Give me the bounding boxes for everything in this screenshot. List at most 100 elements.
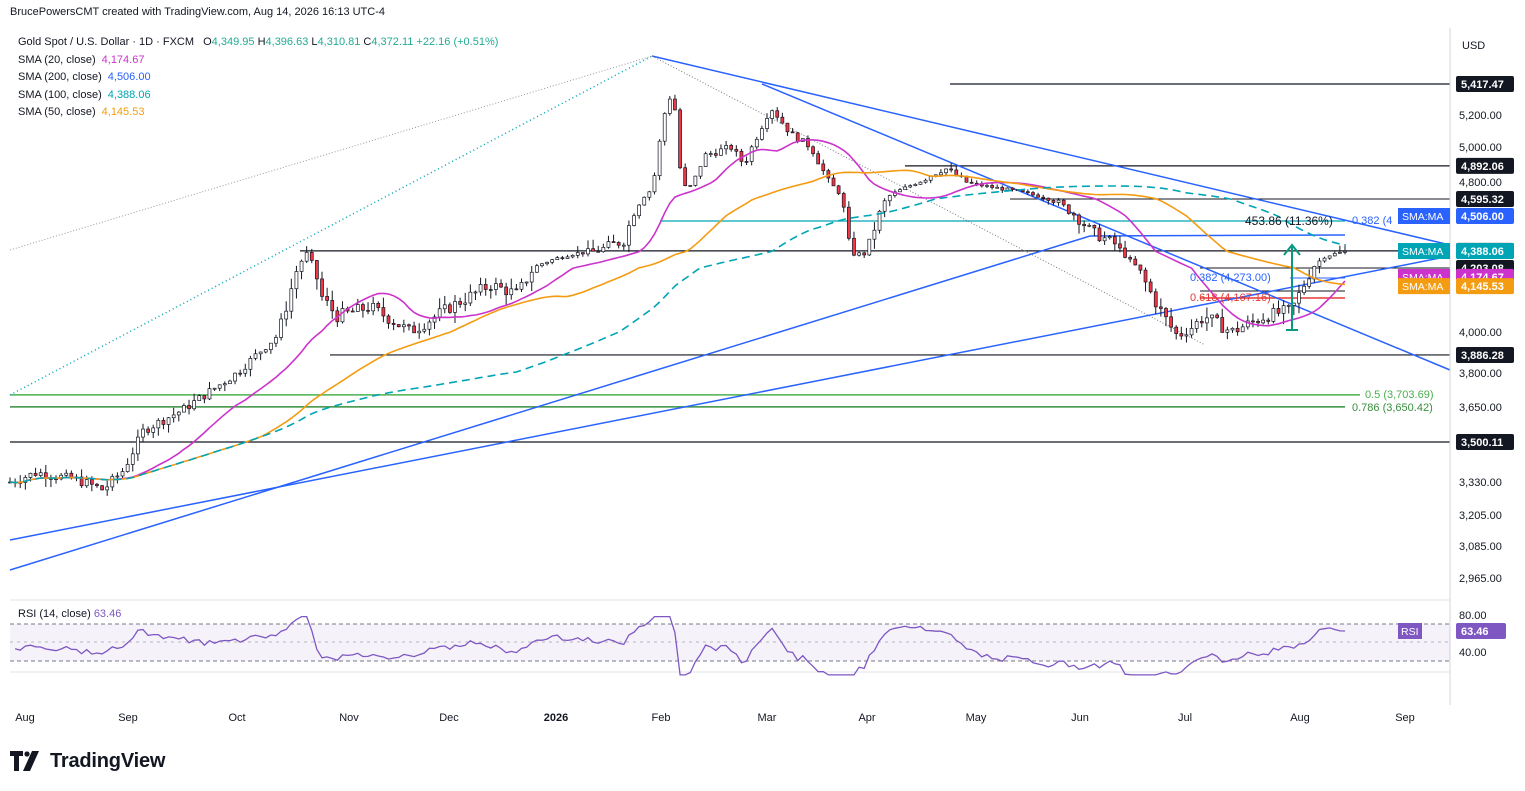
- candle-body-151: [780, 116, 785, 124]
- x-tick-7: Mar: [758, 712, 777, 724]
- symbol-title: Gold Spot / U.S. Dollar · 1D · FXCM: [18, 36, 195, 48]
- candle-body-218: [1123, 247, 1127, 258]
- currency-label: USD: [1462, 40, 1485, 52]
- candle-body-98: [509, 288, 514, 296]
- candle-body-46: [243, 368, 248, 374]
- candle-body-146: [754, 138, 759, 148]
- candle-body-254: [1307, 278, 1312, 287]
- candle-body-52: [274, 337, 278, 344]
- candle-body-201: [1036, 194, 1040, 198]
- legend-sma100[interactable]: SMA (100, close) 4,388.06: [18, 88, 151, 101]
- candle-body-103: [534, 265, 539, 273]
- candle-body-79: [412, 325, 416, 334]
- candle-body-91: [473, 291, 478, 294]
- candle-body-167: [862, 252, 867, 256]
- legend-sma20[interactable]: SMA (20, close) 4,174.67: [18, 53, 145, 66]
- rsi-tick-40: 40.00: [1459, 647, 1487, 659]
- candle-body-166: [857, 252, 861, 256]
- candle-body-136: [703, 153, 708, 167]
- candle-body-246: [1266, 319, 1271, 322]
- rsi-legend[interactable]: RSI (14, close) 63.46: [18, 608, 122, 620]
- candle-body-29: [156, 419, 161, 429]
- candle-body-214: [1102, 237, 1107, 242]
- ma-tag-bg-1: [1456, 243, 1514, 260]
- candle-body-231: [1189, 328, 1194, 336]
- candle-body-109: [565, 256, 570, 259]
- ma-tag-bg-3: [1456, 278, 1514, 295]
- legend-sma200[interactable]: SMA (200, close) 4,506.00: [18, 71, 151, 83]
- trendline-1: [761, 83, 1451, 371]
- candle-body-112: [581, 252, 585, 255]
- candle-body-60: [315, 260, 319, 280]
- tradingview-logo[interactable]: TradingView: [10, 748, 165, 774]
- candle-body-113: [586, 248, 590, 255]
- candle-body-33: [176, 411, 181, 416]
- candle-body-126: [652, 175, 657, 193]
- candle-body-258: [1327, 255, 1332, 259]
- candle-body-106: [550, 259, 555, 263]
- candle-body-149: [770, 110, 774, 119]
- candle-body-4: [28, 472, 33, 478]
- rsi-band: [10, 624, 1450, 661]
- candle-body-245: [1261, 319, 1266, 324]
- price-tick-8: 3,085.00: [1459, 541, 1502, 553]
- candle-body-129: [667, 98, 672, 114]
- sma100-line: [9, 185, 1346, 484]
- candle-body-26: [141, 428, 145, 438]
- candle-body-36: [192, 400, 196, 410]
- legend-sma50[interactable]: SMA (50, close) 4,145.53: [18, 106, 145, 118]
- candle-body-30: [161, 419, 166, 425]
- candle-body-204: [1051, 200, 1056, 203]
- candle-body-104: [540, 263, 544, 267]
- candle-body-63: [330, 300, 335, 312]
- candle-body-208: [1072, 213, 1076, 216]
- x-tick-3: Nov: [339, 712, 359, 724]
- candle-body-27: [146, 428, 150, 433]
- candle-body-38: [202, 395, 207, 400]
- candle-body-67: [350, 310, 355, 313]
- candle-body-28: [151, 427, 156, 433]
- candle-body-171: [882, 200, 887, 212]
- x-tick-11: Jul: [1178, 712, 1192, 724]
- price-tag-bg-1: [1456, 157, 1514, 174]
- annotation-5: 0.382 (4: [1352, 215, 1392, 227]
- candle-body-247: [1271, 308, 1276, 322]
- price-tag-bg-6: [1456, 433, 1514, 450]
- candle-body-256: [1317, 260, 1322, 267]
- candle-body-101: [524, 281, 529, 284]
- candle-body-83: [432, 316, 437, 323]
- candle-body-82: [427, 321, 432, 330]
- ma-tag-label-0: SMA:MA: [1402, 211, 1443, 223]
- candle-body-42: [222, 383, 227, 386]
- candle-body-53: [279, 318, 283, 338]
- candle-body-116: [601, 246, 606, 253]
- price-tag-0: 5,417.47: [1461, 79, 1504, 91]
- candle-body-163: [841, 193, 846, 208]
- candle-body-249: [1281, 305, 1286, 314]
- candle-body-184: [949, 168, 953, 171]
- ma-tag-label-bg-3: [1398, 278, 1450, 295]
- candle-body-78: [407, 324, 411, 327]
- rsi-tag-bg: [1456, 623, 1506, 639]
- candle-body-209: [1077, 214, 1081, 225]
- candle-body-210: [1082, 223, 1086, 227]
- candle-body-172: [887, 195, 892, 202]
- price-tick-6: 3,330.00: [1459, 477, 1502, 489]
- candle-body-14: [79, 476, 84, 487]
- price-tick-0: 5,200.00: [1459, 110, 1502, 122]
- candle-body-229: [1179, 333, 1184, 337]
- candle-body-86: [448, 304, 452, 313]
- candle-body-217: [1118, 243, 1122, 249]
- measure-arrow-head: [1283, 243, 1301, 256]
- candle-body-107: [555, 257, 560, 261]
- candle-body-224: [1153, 291, 1158, 308]
- candle-body-232: [1194, 321, 1199, 329]
- candle-body-39: [207, 388, 212, 400]
- candle-body-21: [115, 475, 120, 478]
- candle-body-37: [197, 395, 202, 401]
- candle-body-131: [678, 109, 682, 169]
- candle-body-199: [1026, 191, 1030, 194]
- candle-body-18: [100, 485, 104, 491]
- candle-body-61: [320, 278, 324, 297]
